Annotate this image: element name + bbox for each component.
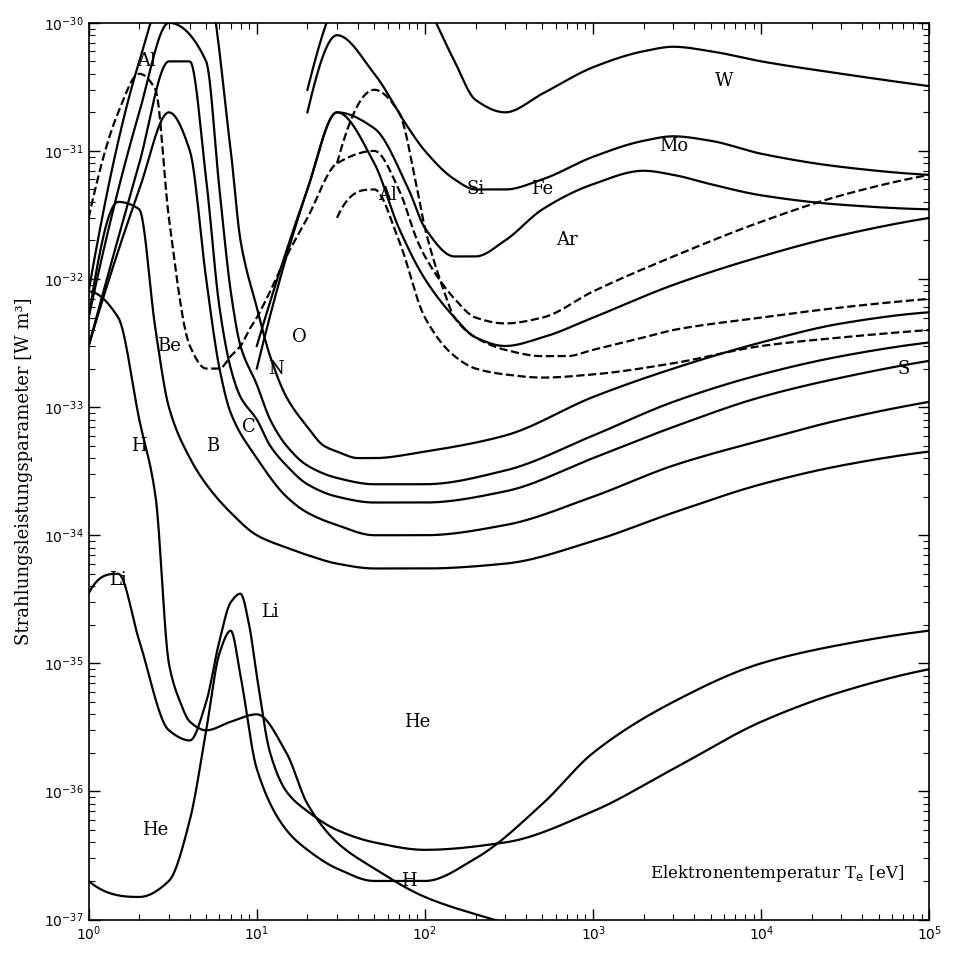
Text: S: S [897,359,909,377]
Text: Al: Al [137,53,156,70]
Text: Be: Be [157,337,181,355]
Text: Elektronentemperatur T$_\mathrm{e}$ [eV]: Elektronentemperatur T$_\mathrm{e}$ [eV] [650,862,904,883]
Text: Fe: Fe [531,180,553,198]
Text: C: C [242,418,256,436]
Text: N: N [268,359,284,377]
Text: He: He [143,821,168,839]
Text: Li: Li [261,604,279,622]
Text: B: B [207,437,220,455]
Text: H: H [401,872,416,890]
Text: Al: Al [378,186,397,204]
Text: O: O [292,329,307,347]
Text: Mo: Mo [658,137,688,154]
Y-axis label: Strahlungsleistungsparameter [W m³]: Strahlungsleistungsparameter [W m³] [15,297,33,645]
Text: Li: Li [109,571,127,588]
Text: Si: Si [466,180,484,198]
Text: W: W [715,72,733,90]
Text: He: He [404,713,431,731]
Text: Ar: Ar [556,232,578,249]
Text: H: H [131,437,147,455]
